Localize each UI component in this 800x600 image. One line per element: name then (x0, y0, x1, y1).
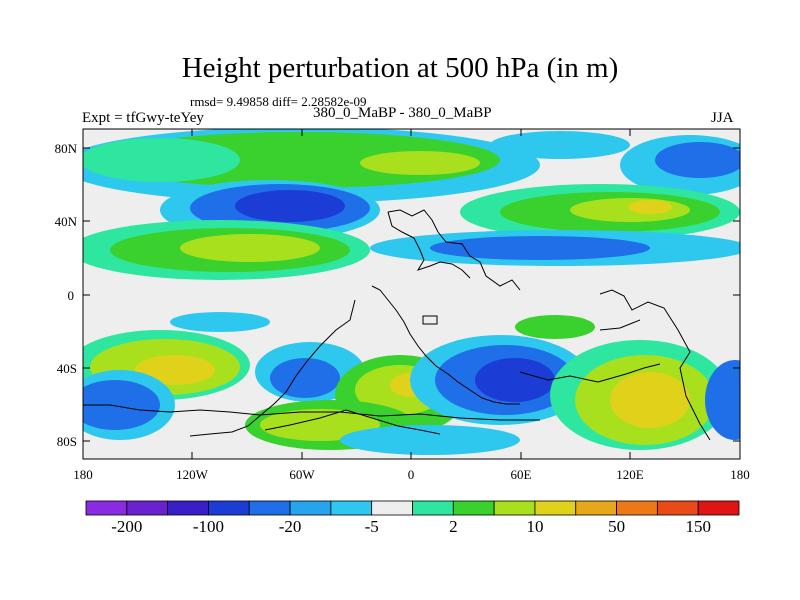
colorbar-label: -100 (193, 517, 224, 536)
lat-label-0: 0 (68, 288, 75, 303)
comparison-label: 380_0_MaBP - 380_0_MaBP (313, 105, 492, 121)
lat-label-40n: 40N (55, 214, 78, 229)
lon-axis (82, 129, 741, 459)
colorbar-swatch (656, 500, 699, 516)
colorbar-swatch (697, 500, 740, 516)
colorbar-label: -200 (111, 517, 142, 536)
colorbar-swatch (616, 500, 658, 516)
season-label: JJA (711, 110, 734, 126)
colorbar-swatch (452, 500, 495, 516)
colorbar-label: 50 (608, 517, 625, 536)
colorbar-swatch (289, 500, 332, 516)
colorbar-swatch (330, 500, 373, 516)
colorbar-swatch (248, 500, 291, 516)
colorbar-swatch (575, 500, 617, 516)
colorbar-label: -20 (279, 517, 302, 536)
colorbar-swatch (493, 500, 536, 516)
lat-axis (83, 147, 740, 442)
coastlines (83, 209, 711, 441)
colorbar-label: -5 (365, 517, 379, 536)
lon-label-180w: 180 (73, 467, 93, 482)
lon-label-0: 0 (408, 467, 415, 482)
colorbar-label: 2 (449, 517, 458, 536)
field-plot (83, 129, 740, 459)
lat-label-80n: 80N (55, 141, 78, 156)
lon-label-60e: 60E (511, 467, 532, 482)
chart-title: Height perturbation at 500 hPa (in m) (181, 52, 619, 84)
lon-label-60w: 60W (289, 467, 315, 482)
colorbar-labels: -200 -100 -20 -5 2 10 50 150 (111, 517, 711, 536)
lat-label-80s: 80S (57, 434, 77, 449)
lat-label-40s: 40S (57, 361, 77, 376)
colorbar-swatch (208, 500, 250, 516)
colorbar-swatch (534, 500, 577, 516)
colorbar-label: 150 (685, 517, 711, 536)
stats-line: rmsd= 9.49858 diff= 2.28582e-09 (190, 94, 367, 109)
lon-label-120w: 120W (176, 467, 209, 482)
colorbar (85, 500, 740, 516)
colorbar-swatch (371, 500, 413, 516)
experiment-label: Expt = tfGwy-teYey (82, 110, 204, 126)
colorbar-swatch (167, 500, 209, 516)
lon-label-120e: 120E (616, 467, 644, 482)
colorbar-swatch (412, 500, 454, 516)
colorbar-label: 10 (526, 517, 543, 536)
colorbar-swatch (126, 500, 169, 516)
lon-label-180e: 180 (730, 467, 750, 482)
colorbar-swatch (85, 500, 128, 516)
